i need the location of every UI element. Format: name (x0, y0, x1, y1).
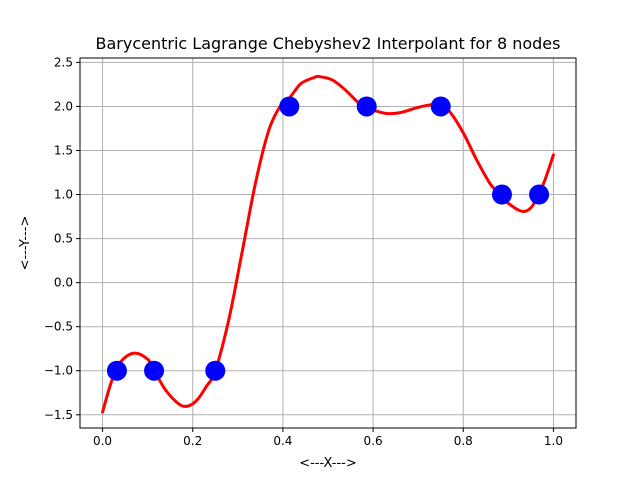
tick-layer: 0.0 0.2 0.4 0.6 0.8 1.0 −1.5 −1.0 −0.5 0.0 0.5 1.0 1… (44, 55, 563, 448)
y-axis-label: <---Y---> (18, 216, 33, 271)
node-point (279, 96, 300, 117)
x-tick-label: 1.0 (544, 434, 563, 448)
y-tick-label: 1.0 (54, 188, 73, 202)
node-point (106, 360, 127, 381)
x-tick-label: 0.0 (93, 434, 112, 448)
grid-layer (80, 58, 576, 428)
plot-frame (79, 57, 577, 429)
y-tick-label: 0.0 (54, 276, 73, 290)
y-tick-label: 1.5 (54, 144, 73, 158)
node-point (430, 96, 451, 117)
y-tick-label: 2.0 (54, 99, 73, 113)
line-layer (101, 74, 555, 414)
y-tick-label: −1.5 (44, 408, 73, 422)
y-tick-label: 0.5 (54, 232, 73, 246)
node-point (529, 184, 550, 205)
node-point (205, 360, 226, 381)
x-tick-label: 0.6 (364, 434, 383, 448)
x-axis-label: <---X---> (299, 456, 357, 471)
node-point (356, 96, 377, 117)
node-point (144, 360, 165, 381)
y-tick-label: −0.5 (44, 320, 73, 334)
y-tick-label: −1.0 (44, 364, 73, 378)
interpolant-line (101, 74, 555, 414)
node-point (491, 184, 512, 205)
y-tick-label: 2.5 (54, 55, 73, 69)
chart-title: Barycentric Lagrange Chebyshev2 Interpol… (96, 34, 561, 53)
x-tick-label: 0.2 (183, 434, 202, 448)
x-tick-label: 0.8 (454, 434, 473, 448)
x-tick-label: 0.4 (273, 434, 292, 448)
point-layer (106, 96, 550, 381)
